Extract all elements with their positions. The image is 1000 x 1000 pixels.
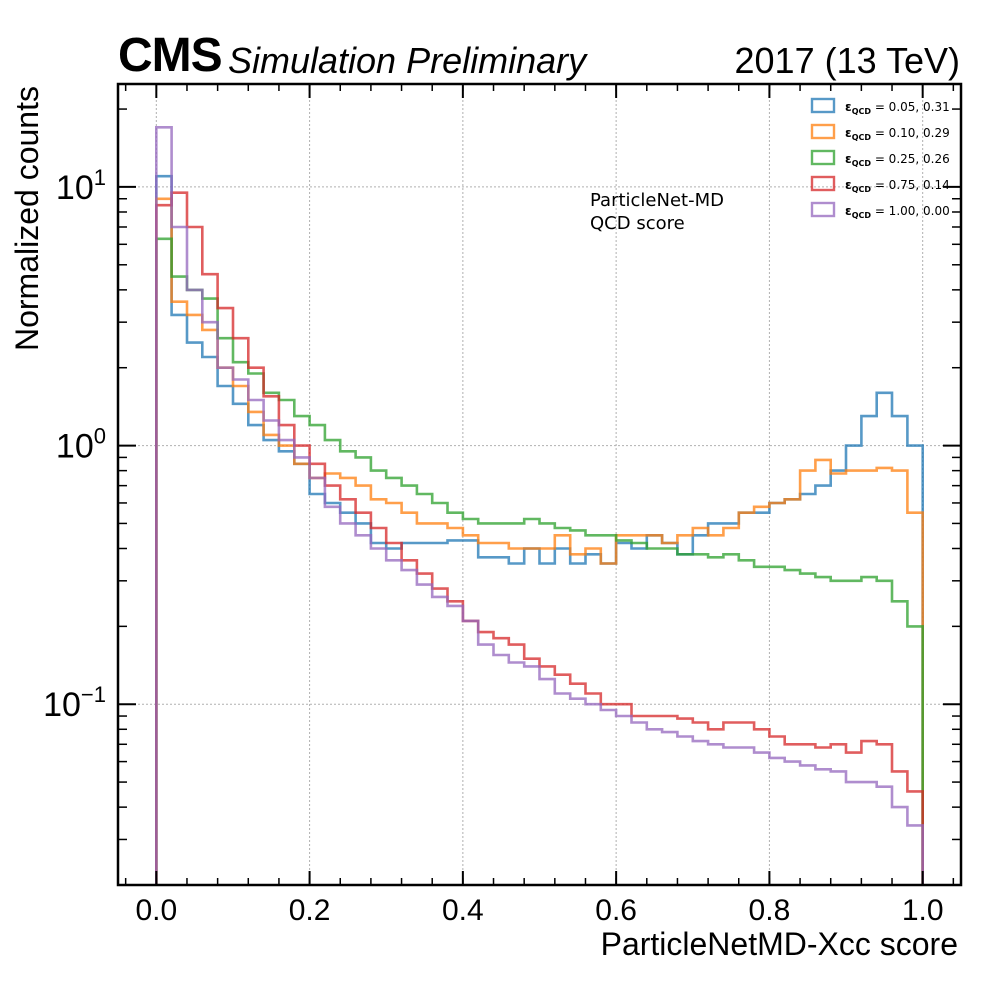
series-histogram-4 — [155, 126, 924, 885]
experiment-label: CMS — [118, 29, 223, 82]
x-tick-label: 0.4 — [442, 894, 484, 927]
x-tick-label: 0.0 — [135, 894, 177, 927]
y-tick-label: 10−1 — [43, 682, 106, 724]
legend-swatch — [810, 97, 836, 114]
status-label: Simulation Preliminary — [228, 40, 587, 81]
x-tick-label: 1.0 — [902, 894, 944, 927]
legend-label: εQCD = 0.05, 0.31 — [845, 100, 950, 116]
legend-label: εQCD = 0.25, 0.26 — [845, 152, 950, 168]
lumi-label: 2017 (13 TeV) — [734, 40, 961, 81]
legend-swatch — [810, 201, 836, 218]
legend-label: εQCD = 0.75, 0.14 — [845, 178, 950, 194]
ticks: 0.0 0.2 0.4 0.6 0.8 1.0 101 100 10−1 — [43, 84, 961, 927]
annotation-line: ParticleNet-MD — [590, 190, 724, 211]
legend-swatch — [810, 123, 836, 140]
series-layer — [155, 126, 924, 885]
series-histogram-0 — [155, 174, 924, 885]
plot-frame — [116, 82, 963, 887]
x-tick-label: 0.6 — [595, 894, 637, 927]
legend-swatch — [810, 149, 836, 166]
x-tick-label: 0.8 — [749, 894, 791, 927]
legend: εQCD = 0.05, 0.31 εQCD = 0.10, 0.29 εQCD =… — [810, 97, 950, 220]
x-tick-label: 0.2 — [289, 894, 331, 927]
annotation-line: QCD score — [590, 213, 685, 234]
legend-swatch — [810, 175, 836, 192]
y-axis-label: Normalized counts — [9, 86, 45, 351]
series-histogram-1 — [155, 197, 924, 885]
y-tick-label: 101 — [56, 165, 106, 207]
legend-label: εQCD = 0.10, 0.29 — [845, 126, 950, 142]
legend-label: εQCD = 1.00, 0.00 — [845, 204, 950, 220]
series-histogram-2 — [155, 237, 924, 885]
series-histogram-3 — [155, 191, 924, 885]
x-axis-label: ParticleNetMD-Xcc score — [601, 926, 958, 962]
y-tick-label: 100 — [56, 424, 106, 466]
